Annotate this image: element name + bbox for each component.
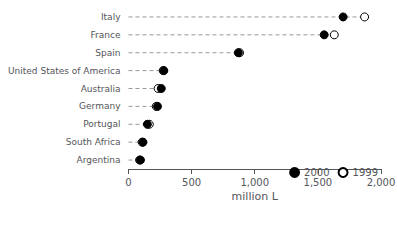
svg-text:United States of America: United States of America	[8, 66, 120, 76]
svg-text:1999: 1999	[353, 167, 378, 178]
svg-text:0: 0	[125, 177, 131, 188]
svg-text:1,500: 1,500	[304, 177, 333, 188]
svg-text:500: 500	[182, 177, 201, 188]
svg-text:1,000: 1,000	[240, 177, 269, 188]
svg-text:South Africa: South Africa	[66, 137, 121, 147]
svg-text:Italy: Italy	[101, 12, 121, 22]
svg-text:Portugal: Portugal	[83, 119, 120, 129]
svg-text:Spain: Spain	[95, 48, 120, 58]
svg-text:France: France	[91, 30, 121, 40]
svg-text:2,000: 2,000	[367, 177, 396, 188]
svg-text:Argentina: Argentina	[77, 155, 121, 165]
svg-text:million L: million L	[232, 190, 279, 203]
svg-text:Australia: Australia	[81, 84, 121, 94]
svg-text:2000: 2000	[304, 167, 329, 178]
svg-text:Germany: Germany	[79, 101, 121, 111]
